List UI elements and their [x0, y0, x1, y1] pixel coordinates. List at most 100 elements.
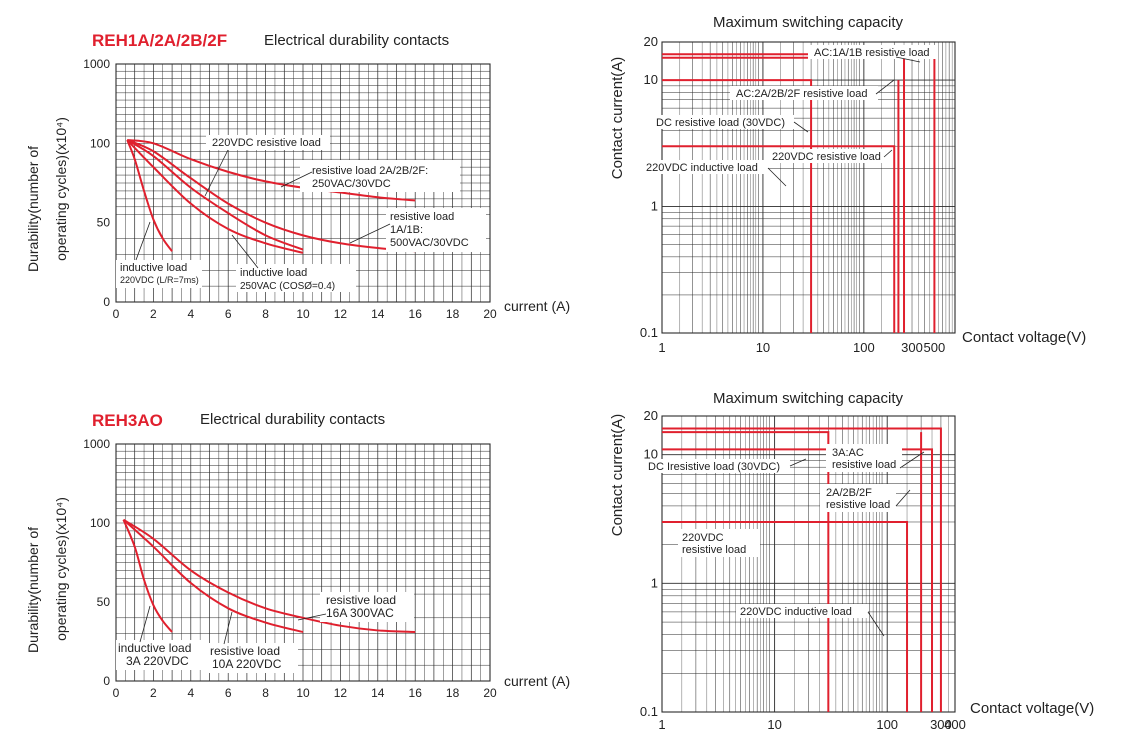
chart1-ylabel-line2: operating cycles)(x10⁴) [53, 117, 69, 261]
chart4-y-ticks: 0.1 1 10 20 [640, 408, 658, 719]
chart2-grid [661, 41, 956, 334]
label-res1a-line2: 1A/1B: [390, 224, 423, 236]
chart1-series [126, 139, 416, 254]
series-curve-0 [126, 139, 173, 252]
label-dc30-3ao: DC Iresistive load (30VDC) [648, 461, 780, 473]
chart4-title: Maximum switching capacity [713, 390, 904, 407]
plot-frame [115, 443, 491, 682]
x-tick-label: 0 [113, 307, 120, 321]
y-tick-label: 1000 [83, 57, 110, 71]
x-tick-label: 10 [296, 307, 310, 321]
label-dc220i: 220VDC inductive load [646, 162, 758, 174]
x-tick-label: 8 [262, 307, 269, 321]
y-tick-label: 50 [97, 216, 111, 230]
label-res1a-line3: 500VAC/30VDC [390, 237, 469, 249]
label-ind3-line1: inductive load [118, 641, 191, 655]
label-res2a-3ao-line2: resistive load [826, 499, 890, 511]
x-tick-label: 2 [150, 686, 157, 700]
chart1-ylabel-line1: Durability(number of [25, 146, 41, 272]
series-limit-line-4 [662, 520, 909, 712]
chart3-title: Electrical durability contacts [200, 411, 385, 428]
chart1-annotations: 220VDC resistive load resistive load 2A/… [116, 135, 486, 292]
chart-reh3ao-durability: REH3AO Electrical durability contacts Du… [25, 411, 570, 700]
x-tick-label: 6 [225, 686, 232, 700]
label-ac3a-line1: 3A:AC [832, 447, 864, 459]
plot-frame [661, 415, 956, 713]
chart3-annotations: resistive load 16A 300VAC inductive load… [116, 592, 414, 673]
chart4-series [662, 427, 942, 712]
chart3-series [122, 518, 416, 634]
series-limit-line-0 [662, 427, 942, 712]
label-ind-dc-line1: inductive load [120, 262, 187, 274]
y-tick-label: 0 [103, 674, 110, 688]
label-res16-line2: 16A 300VAC [326, 606, 394, 620]
label-ac1a: AC:1A/1B resistive load [814, 47, 930, 59]
x-tick-label: 2 [150, 307, 157, 321]
series-curve-0 [122, 519, 173, 633]
y-tick-label: 0.1 [640, 325, 658, 340]
chart3-y-ticks: 0 50 100 1000 [83, 437, 110, 688]
label-ac2a: AC:2A/2B/2F resistive load [736, 88, 867, 100]
x-tick-label: 8 [262, 686, 269, 700]
label-ac3a-line2: resistive load [832, 459, 896, 471]
x-tick-label: 400 [944, 717, 966, 732]
series-limit-line-2 [662, 79, 813, 333]
chart1-title: Electrical durability contacts [264, 32, 449, 49]
x-tick-label: 4 [187, 307, 194, 321]
series-limit-line-2 [662, 431, 830, 712]
y-tick-label: 1 [651, 575, 658, 590]
x-tick-label: 0 [113, 686, 120, 700]
series-curve-1 [126, 139, 304, 254]
x-tick-label: 16 [409, 307, 423, 321]
y-tick-label: 1000 [83, 437, 110, 451]
chart3-xlabel: current (A) [504, 673, 570, 689]
label-dc220r: 220VDC resistive load [772, 151, 881, 163]
chart2-ylabel: Contact current(A) [609, 57, 626, 180]
label-ind-ac-line2: 250VAC (COSØ=0.4) [240, 281, 335, 292]
chart3-model-title: REH3AO [92, 411, 163, 430]
series-limit-line-4 [662, 145, 896, 333]
label-dc220r-3ao-line1: 220VDC [682, 532, 724, 544]
x-tick-label: 10 [296, 686, 310, 700]
chart1-y-ticks: 0 50 100 1000 [83, 57, 110, 309]
chart2-annotations: AC:1A/1B resistive load AC:2A/2B/2F resi… [644, 45, 938, 187]
chart1-x-ticks: 0 2 4 6 8 10 12 14 16 18 20 [113, 307, 497, 321]
x-tick-label: 10 [756, 340, 770, 355]
chart4-annotations: DC Iresistive load (30VDC) 3A:AC resisti… [646, 444, 925, 637]
label-dc30: DC resistive load (30VDC) [656, 117, 785, 129]
series-curve-1 [122, 518, 304, 633]
x-tick-label: 12 [334, 686, 348, 700]
label-dc220i-3ao: 220VDC inductive load [740, 606, 852, 618]
chart-reh1a-capacity: Maximum switching capacity Contact curre… [609, 14, 1086, 355]
chart2-title: Maximum switching capacity [713, 14, 904, 31]
y-tick-label: 20 [644, 408, 658, 423]
label-ind-ac-line1: inductive load [240, 267, 307, 279]
chart3-x-ticks: 0 2 4 6 8 10 12 14 16 18 20 [113, 686, 497, 700]
series-curve-4 [127, 139, 416, 202]
y-tick-label: 100 [90, 516, 110, 530]
x-tick-label: 1 [658, 340, 665, 355]
chart-reh1a-durability: REH1A/2A/2B/2F Electrical durability con… [25, 31, 570, 321]
x-tick-label: 14 [371, 686, 385, 700]
x-tick-label: 300 [930, 717, 952, 732]
series-curve-2 [126, 139, 304, 251]
label-dc220r-3ao-line2: resistive load [682, 544, 746, 556]
y-tick-label: 50 [97, 595, 111, 609]
x-tick-label: 100 [853, 340, 875, 355]
label-res1a-line1: resistive load [390, 211, 454, 223]
chart3-ylabel-line1: Durability(number of [25, 527, 41, 653]
label-ind-dc-line2: 220VDC (L/R=7ms) [120, 275, 199, 285]
y-tick-label: 10 [644, 72, 658, 87]
label-res10-line1: resistive load [210, 644, 280, 658]
label-res10-line2: 10A 220VDC [212, 657, 282, 671]
x-tick-label: 500 [924, 340, 946, 355]
y-tick-label: 0 [103, 295, 110, 309]
x-tick-label: 20 [483, 686, 497, 700]
chart3-ylabel-line2: operating cycles)(x10⁴) [53, 497, 69, 641]
x-tick-label: 16 [409, 686, 423, 700]
label-ind3-line2: 3A 220VDC [126, 654, 189, 668]
label-res2a-line1: resistive load 2A/2B/2F: [312, 165, 428, 177]
chart1-model-title: REH1A/2A/2B/2F [92, 31, 227, 50]
